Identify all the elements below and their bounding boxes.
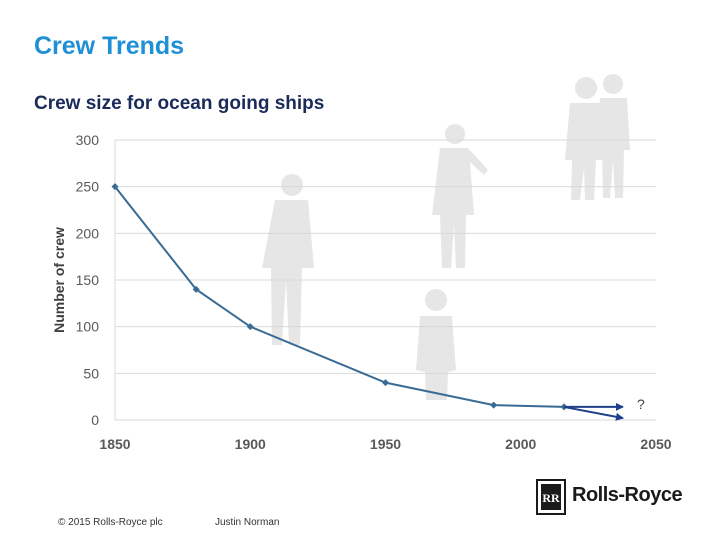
projection-arrow-down [563, 405, 624, 421]
background-silhouettes [262, 74, 630, 400]
silhouette-person-4 [565, 77, 603, 200]
rolls-royce-logo: RR Rolls-Royce [536, 478, 696, 516]
x-tick-label: 2050 [640, 436, 671, 452]
data-point [490, 401, 498, 409]
series-line [114, 186, 565, 408]
footer-copyright: © 2015 Rolls-Royce plc [58, 517, 163, 528]
y-axis-label: Number of crew [51, 227, 67, 333]
slide-subtitle: Crew size for ocean going ships [34, 93, 325, 114]
slide-title: Crew Trends [34, 32, 185, 60]
data-point [192, 285, 200, 293]
svg-text:RR: RR [542, 491, 560, 505]
projection-question-label: ? [637, 396, 645, 412]
silhouette-person-1 [262, 174, 314, 345]
silhouette-person-2 [432, 124, 488, 268]
rr-monogram-icon: RR [536, 479, 566, 515]
y-tick-label: 200 [76, 225, 100, 241]
y-tick-label: 100 [76, 319, 100, 335]
x-tick-label: 1850 [99, 436, 130, 452]
silhouette-person-5 [597, 74, 630, 198]
chart-gridlines [114, 139, 656, 421]
series-crew-size [111, 183, 568, 411]
data-point [111, 183, 119, 191]
x-tick-label: 1900 [235, 436, 266, 452]
y-tick-label: 150 [76, 272, 100, 288]
data-point [382, 379, 389, 387]
silhouette-person-3 [416, 289, 456, 400]
y-tick-label: 50 [83, 365, 99, 381]
projection-arrows: ? [563, 396, 645, 421]
y-tick-label: 250 [76, 179, 100, 195]
x-axis-ticks: 1850 1900 1950 2000 2050 [99, 436, 671, 452]
logo-wordmark: Rolls-Royce [572, 484, 683, 506]
x-tick-label: 2000 [505, 436, 536, 452]
footer-author: Justin Norman [215, 517, 280, 528]
data-point [246, 323, 254, 331]
y-axis-ticks: 0 50 100 150 200 250 300 [76, 132, 100, 428]
y-tick-label: 300 [76, 132, 100, 148]
x-tick-label: 1950 [370, 436, 401, 452]
y-tick-label: 0 [91, 412, 99, 428]
